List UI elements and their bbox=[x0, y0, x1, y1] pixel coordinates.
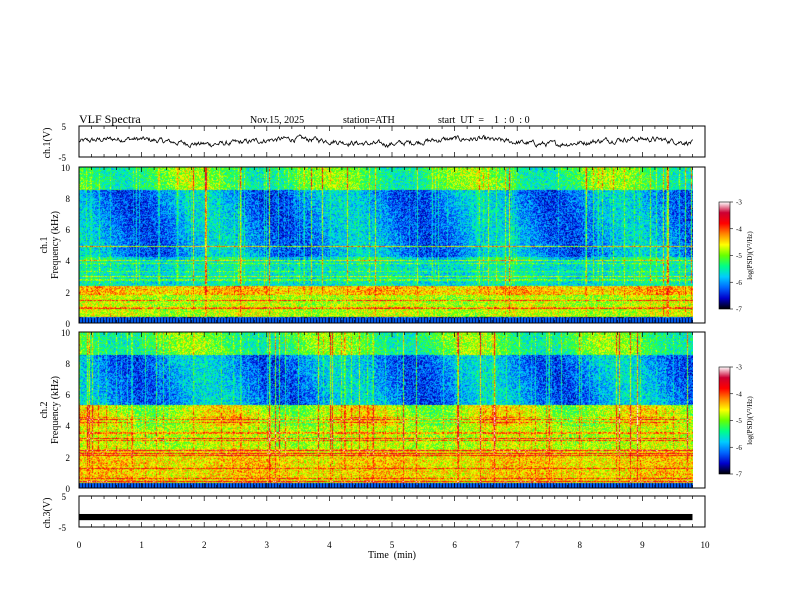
spec2-channel-label: ch.2 bbox=[39, 402, 50, 419]
ch1-spectrogram-panel: 10 8 6 4 2 0 ch.1 Frequency (kHz) bbox=[39, 163, 706, 329]
spec1-ytick-0: 0 bbox=[66, 319, 71, 329]
ch1-colorbar-tick-label: -7 bbox=[736, 306, 742, 314]
spec1-ytick-10: 10 bbox=[61, 163, 71, 173]
x-tick-label: 1 bbox=[139, 540, 144, 550]
spec2-ytick-8: 8 bbox=[66, 359, 71, 369]
ch3-frame bbox=[78, 495, 706, 528]
figure-title: VLF Spectra bbox=[79, 112, 141, 126]
x-tick-label: 9 bbox=[640, 540, 645, 550]
ch2-colorbar-gradient bbox=[718, 366, 731, 475]
ch2-colorbar: -3 -4 -5 -6 -7 log(PSD)(V²/Hz) bbox=[718, 364, 754, 479]
spec1-ytick-8: 8 bbox=[66, 194, 71, 204]
spec2-ytick-10: 10 bbox=[61, 328, 71, 338]
spec2-ylabel: Frequency (kHz) bbox=[50, 376, 61, 444]
ch2-colorbar-label: log(PSD)(V²/Hz) bbox=[746, 396, 754, 445]
x-tick-label: 3 bbox=[265, 540, 270, 550]
ch1-ytick-top: 5 bbox=[62, 122, 67, 132]
ch3-waveform-line bbox=[79, 513, 693, 521]
ch2-spectrogram-panel: 10 8 6 4 2 0 ch.2 Frequency (kHz) bbox=[39, 328, 706, 494]
ch1-tick-marks bbox=[78, 126, 706, 157]
x-tick-label: 0 bbox=[77, 540, 82, 550]
ch3-ytick-top: 5 bbox=[62, 492, 67, 502]
x-tick-label: 2 bbox=[202, 540, 207, 550]
ch2-spectrogram-frame bbox=[78, 331, 706, 489]
ch2-colorbar-tick-label: -4 bbox=[736, 390, 742, 398]
spec1-ytick-6: 6 bbox=[66, 225, 71, 235]
ch1-ytick-bottom: -5 bbox=[59, 153, 67, 163]
ch2-colorbar-tick-label: -3 bbox=[736, 364, 742, 372]
x-axis-label: Time (min) bbox=[368, 550, 416, 561]
ch1-spectrogram-heatmap bbox=[79, 167, 693, 323]
x-tick-label: 8 bbox=[578, 540, 583, 550]
x-axis-tick-labels: 0 1 2 3 4 5 6 7 8 9 10 bbox=[77, 540, 710, 550]
spec2-ytick-6: 6 bbox=[66, 390, 71, 400]
header-start-ut: start UT = 1 : 0 : 0 bbox=[438, 115, 530, 126]
spec1-ytick-4: 4 bbox=[66, 256, 71, 266]
spec2-ytick-0: 0 bbox=[66, 484, 71, 494]
x-tick-label: 4 bbox=[327, 540, 332, 550]
ch1-colorbar-tick-label: -5 bbox=[736, 252, 742, 260]
ch3-ylabel: ch.3(V) bbox=[42, 498, 53, 529]
ch1-colorbar: -3 -4 -5 -6 -7 log(PSD)(V²/Hz) bbox=[718, 199, 754, 314]
ch3-waveform-panel: 5 -5 ch.3(V) bbox=[42, 492, 706, 533]
ch1-colorbar-gradient bbox=[718, 201, 731, 310]
x-tick-label: 10 bbox=[701, 540, 711, 550]
spec1-ytick-2: 2 bbox=[66, 288, 71, 298]
ch1-colorbar-label: log(PSD)(V²/Hz) bbox=[746, 231, 754, 280]
ch1-colorbar-tick-label: -6 bbox=[736, 279, 742, 287]
spec1-channel-label: ch.1 bbox=[39, 237, 50, 254]
ch2-colorbar-tick-label: -7 bbox=[736, 471, 742, 479]
ch2-spectrogram-heatmap bbox=[79, 332, 693, 488]
ch1-frame bbox=[78, 125, 706, 158]
x-tick-label: 7 bbox=[515, 540, 520, 550]
ch1-colorbar-tick-label: -4 bbox=[736, 225, 742, 233]
ch1-colorbar-tick-label: -3 bbox=[736, 199, 742, 207]
x-tick-label: 5 bbox=[390, 540, 395, 550]
ch1-waveform-line bbox=[78, 134, 693, 149]
header-date: Nov.15, 2025 bbox=[250, 115, 304, 126]
ch2-colorbar-tick-label: -6 bbox=[736, 444, 742, 452]
ch3-tick-marks bbox=[78, 496, 706, 527]
spec2-ytick-4: 4 bbox=[66, 421, 71, 431]
ch1-spectrogram-frame bbox=[78, 166, 706, 324]
ch2-colorbar-tick-label: -5 bbox=[736, 417, 742, 425]
ch1-waveform-panel: 5 -5 ch.1(V) bbox=[42, 122, 706, 163]
ch3-ytick-bottom: -5 bbox=[59, 523, 67, 533]
x-tick-label: 6 bbox=[452, 540, 457, 550]
spec2-ytick-2: 2 bbox=[66, 453, 71, 463]
header-station: station=ATH bbox=[343, 115, 395, 126]
spec1-ylabel: Frequency (kHz) bbox=[50, 211, 61, 279]
ch1-ylabel: ch.1(V) bbox=[42, 128, 53, 159]
